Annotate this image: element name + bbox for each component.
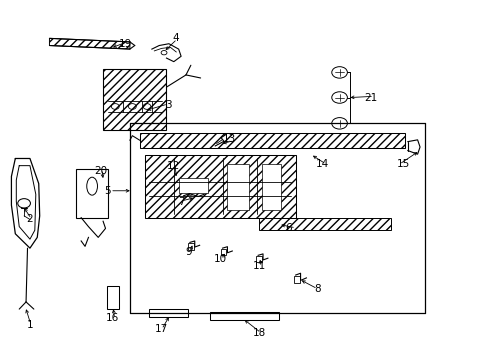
Bar: [107, 286, 119, 309]
Bar: [178, 178, 207, 193]
Text: 10: 10: [213, 254, 226, 264]
Bar: [149, 309, 188, 317]
Text: 17: 17: [155, 324, 168, 334]
Text: 16: 16: [106, 313, 119, 323]
Bar: [187, 243, 193, 249]
Text: 9: 9: [185, 247, 191, 257]
Bar: [76, 169, 108, 218]
Text: 5: 5: [104, 186, 111, 196]
Text: 19: 19: [118, 39, 131, 49]
Bar: [259, 218, 390, 230]
Text: 6: 6: [285, 224, 291, 233]
Text: 11: 11: [252, 261, 265, 271]
Text: 8: 8: [314, 284, 320, 294]
Text: 3: 3: [165, 100, 172, 110]
Text: 12: 12: [167, 161, 180, 171]
Text: 7: 7: [178, 197, 184, 207]
Bar: [227, 164, 249, 211]
Text: 1: 1: [26, 320, 33, 330]
Text: 18: 18: [252, 328, 265, 338]
Text: 21: 21: [364, 93, 377, 103]
Text: 14: 14: [315, 159, 328, 169]
Bar: [261, 164, 281, 211]
Text: 2: 2: [26, 215, 33, 224]
Bar: [144, 155, 295, 218]
Text: 20: 20: [94, 166, 107, 176]
Bar: [210, 312, 278, 320]
Bar: [220, 249, 226, 255]
Bar: [103, 69, 166, 130]
Text: 13: 13: [223, 134, 236, 144]
Text: 4: 4: [173, 33, 179, 43]
Text: 15: 15: [396, 159, 409, 169]
Bar: [256, 256, 262, 262]
Bar: [140, 133, 405, 148]
Bar: [293, 276, 299, 283]
